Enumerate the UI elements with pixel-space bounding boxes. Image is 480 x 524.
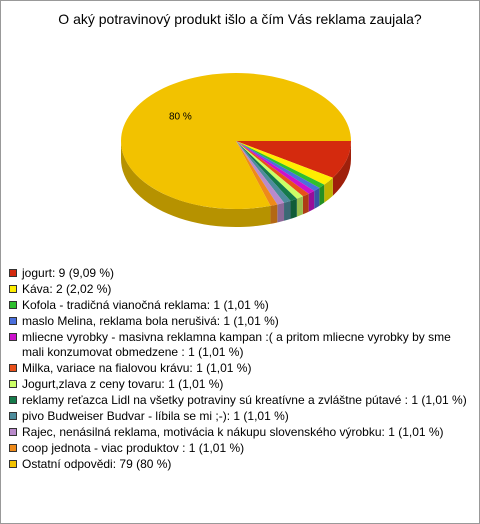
legend-label: Milka, variace na fialovou krávu: 1 (1,0… — [22, 361, 252, 375]
legend-swatch — [9, 444, 17, 452]
legend-swatch — [9, 269, 17, 277]
slice-side — [121, 141, 271, 228]
slice — [236, 141, 351, 178]
legend-label: jogurt: 9 (9,09 %) — [22, 266, 115, 280]
slice-side — [284, 200, 291, 221]
legend-swatch — [9, 301, 17, 309]
legend-label: Jogurt,zlava z ceny tovaru: 1 (1,01 %) — [22, 377, 224, 391]
legend-label: mliecne vyrobky - masivna reklamna kampa… — [22, 330, 451, 359]
slice-side — [332, 141, 351, 196]
legend-label: Rajec, nenásilná reklama, motivácia k ná… — [22, 425, 444, 439]
legend-item: Káva: 2 (2,02 %) — [9, 282, 471, 297]
legend-item: Ostatní odpovědi: 79 (80 %) — [9, 457, 471, 472]
legend-swatch — [9, 333, 17, 341]
slice-side — [302, 193, 309, 215]
pie-area: 80 % — [120, 73, 351, 228]
slice — [236, 141, 320, 191]
slice — [236, 141, 309, 197]
slice — [236, 141, 278, 206]
data-label: 80 % — [169, 111, 192, 122]
legend-item: mliecne vyrobky - masivna reklamna kampa… — [9, 330, 471, 360]
slice — [236, 141, 291, 203]
chart-title: O aký potravinový produkt išlo a čím Vás… — [58, 11, 422, 27]
legend-item: Jogurt,zlava z ceny tovaru: 1 (1,01 %) — [9, 377, 471, 392]
legend-swatch — [9, 285, 17, 293]
legend-item: pivo Budweiser Budvar - líbila se mi ;-)… — [9, 409, 471, 424]
legend-item: coop jednota - viac produktov : 1 (1,01 … — [9, 441, 471, 456]
legend-item: Milka, variace na fialovou krávu: 1 (1,0… — [9, 361, 471, 376]
legend-item: maslo Melina, reklama bola nerušivá: 1 (… — [9, 314, 471, 329]
legend-label: Kofola - tradičná vianočná reklama: 1 (1… — [22, 298, 269, 312]
slice-side — [270, 204, 278, 224]
legend-swatch — [9, 380, 17, 388]
slice-side — [290, 198, 297, 219]
legend-swatch — [9, 364, 17, 372]
legend-label: Káva: 2 (2,02 %) — [22, 282, 112, 296]
legend-label: Ostatní odpovědi: 79 (80 %) — [22, 457, 172, 471]
slice — [236, 141, 315, 194]
slice-side — [319, 184, 325, 206]
legend-item: jogurt: 9 (9,09 %) — [9, 266, 471, 281]
slice-side — [314, 187, 320, 209]
legend-item: reklamy reťazca Lidl na všetky potraviny… — [9, 393, 471, 408]
legend-swatch — [9, 428, 17, 436]
legend-label: coop jednota - viac produktov : 1 (1,01 … — [22, 441, 245, 455]
slice — [236, 141, 333, 185]
slice-side — [324, 177, 333, 203]
slice-side — [277, 202, 285, 223]
legend-item: Kofola - tradičná vianočná reklama: 1 (1… — [9, 298, 471, 313]
slice — [236, 141, 303, 199]
legend-swatch — [9, 396, 17, 404]
slice — [120, 73, 351, 209]
legend-label: maslo Melina, reklama bola nerušivá: 1 (… — [22, 314, 279, 328]
slice — [236, 141, 297, 201]
slice — [236, 141, 285, 205]
slice-side — [308, 190, 315, 212]
legend-label: reklamy reťazca Lidl na všetky potraviny… — [22, 393, 467, 407]
legend-swatch — [9, 460, 17, 468]
slice — [236, 141, 325, 188]
legend-item: Rajec, nenásilná reklama, motivácia k ná… — [9, 425, 471, 440]
legend-label: pivo Budweiser Budvar - líbila se mi ;-)… — [22, 409, 289, 423]
legend: jogurt: 9 (9,09 %) Káva: 2 (2,02 %) Kofola… — [9, 266, 471, 473]
legend-swatch — [9, 317, 17, 325]
slice-side — [296, 196, 303, 217]
legend-swatch — [9, 412, 17, 420]
